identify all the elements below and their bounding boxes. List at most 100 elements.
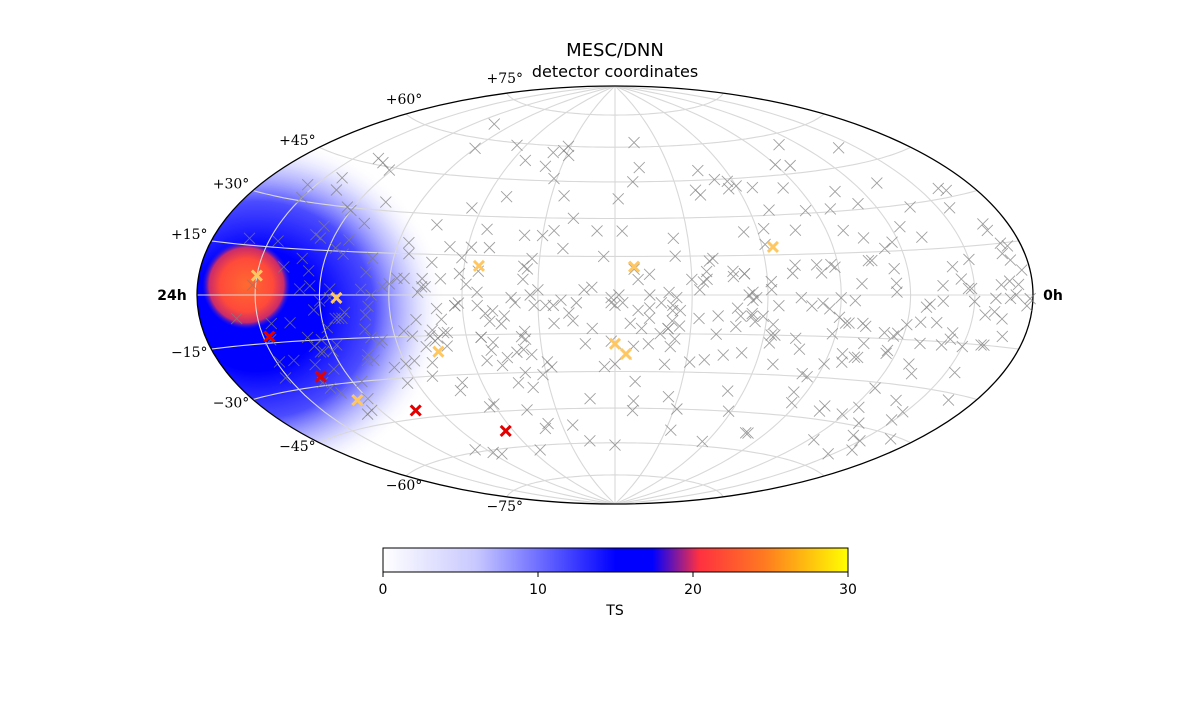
event-marker (795, 291, 808, 304)
event-marker (857, 337, 870, 350)
event-marker (521, 404, 533, 416)
event-marker (548, 317, 560, 330)
event-marker (400, 358, 412, 370)
event-marker (869, 382, 881, 394)
event-marker (361, 348, 374, 361)
event-marker (666, 304, 679, 317)
event-marker (994, 237, 1007, 249)
event-marker (801, 370, 813, 383)
event-marker (937, 295, 950, 308)
event-marker (878, 326, 891, 339)
event-marker (815, 267, 828, 279)
event-marker-orange (766, 240, 779, 253)
event-marker (368, 354, 380, 366)
event-marker (555, 294, 567, 306)
event-marker (460, 278, 472, 291)
event-marker (955, 273, 968, 285)
event-marker (452, 297, 465, 309)
event-marker (824, 203, 837, 215)
event-marker (694, 189, 707, 201)
event-marker (944, 333, 957, 345)
event-marker (843, 317, 855, 329)
event-marker (355, 375, 368, 388)
event-marker (654, 327, 667, 340)
event-marker (537, 368, 549, 381)
meridian-line (461, 86, 616, 504)
event-marker (914, 316, 927, 328)
event-marker (536, 229, 549, 242)
event-marker (481, 354, 493, 367)
event-marker (668, 333, 681, 345)
event-marker (591, 225, 603, 237)
event-marker (539, 299, 552, 312)
event-marker (521, 263, 534, 275)
event-marker (731, 302, 744, 314)
event-marker (230, 312, 243, 325)
event-marker (865, 254, 878, 267)
event-marker (501, 351, 514, 364)
ra-label-right: 0h (1043, 288, 1063, 304)
event-marker (362, 392, 374, 405)
event-marker (309, 358, 321, 371)
event-marker (605, 291, 617, 304)
event-marker (1003, 275, 1016, 287)
event-marker (979, 309, 991, 321)
sky-boundary (196, 85, 1034, 505)
event-marker (495, 318, 508, 330)
event-marker (420, 340, 432, 353)
event-marker (848, 351, 861, 364)
event-marker (345, 204, 357, 217)
event-marker (487, 446, 499, 459)
event-marker (343, 234, 355, 246)
event-marker (377, 156, 389, 169)
event-marker (837, 224, 850, 237)
ra-label-left: 24h (157, 288, 186, 304)
event-marker (403, 236, 415, 249)
event-marker (338, 306, 351, 319)
event-marker (1001, 240, 1014, 252)
event-marker (946, 327, 959, 339)
event-marker (426, 356, 439, 369)
event-marker (785, 396, 798, 409)
event-marker (481, 223, 493, 236)
event-marker (667, 232, 680, 245)
dec-tick-label: +30° (213, 177, 250, 193)
event-marker (524, 289, 536, 301)
event-marker (527, 381, 540, 394)
event-marker (784, 159, 796, 172)
event-marker (376, 334, 388, 346)
event-marker (517, 343, 530, 356)
colorbar: 0 10 20 30 TS (379, 547, 857, 619)
meridian-line (318, 86, 616, 504)
event-marker (431, 219, 443, 231)
event-marker (246, 279, 259, 292)
event-marker (817, 297, 829, 310)
event-marker (852, 417, 865, 429)
event-marker (635, 322, 648, 335)
event-marker (670, 291, 683, 304)
event-marker (528, 299, 540, 312)
event-marker (465, 241, 478, 254)
colorbar-ticks: 0 10 20 30 (379, 572, 857, 598)
event-marker (765, 283, 778, 296)
event-marker (734, 310, 747, 322)
event-marker (435, 313, 448, 326)
event-marker (444, 240, 456, 253)
event-marker (303, 280, 316, 292)
event-marker (878, 242, 891, 255)
event-marker (511, 139, 523, 152)
event-marker (324, 382, 337, 394)
event-marker (642, 338, 655, 350)
sky-map-area (197, 86, 1033, 504)
event-marker (317, 345, 330, 358)
event-marker (746, 310, 758, 323)
event-markers (230, 118, 1037, 460)
event-marker (833, 311, 846, 324)
event-marker (359, 323, 371, 336)
event-marker (769, 158, 782, 171)
event-marker (403, 247, 415, 260)
event-marker (978, 339, 990, 351)
event-marker (888, 262, 901, 275)
event-marker (547, 146, 560, 159)
event-marker (321, 321, 334, 334)
